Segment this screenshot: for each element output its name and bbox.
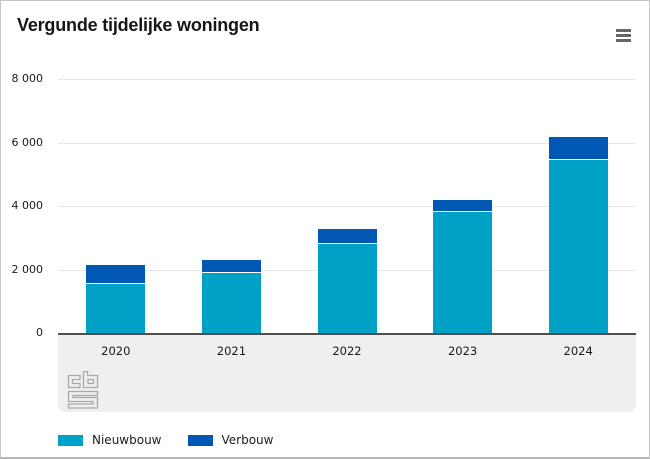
legend-item-verbouw[interactable]: Verbouw	[187, 433, 274, 447]
x-axis-band: 2020 2021 2022 2023 2024	[58, 333, 636, 412]
bar-2024[interactable]	[548, 137, 608, 333]
bar-segment-verbouw-2021[interactable]	[201, 259, 261, 274]
chart-menu-button[interactable]	[615, 27, 633, 43]
x-axis-label-2024: 2024	[563, 344, 593, 358]
y-axis-tick-label: 2 000	[11, 262, 44, 276]
bar-segment-verbouw-2022[interactable]	[317, 229, 377, 245]
bar-segment-nieuwbouw-2022[interactable]	[317, 244, 377, 333]
y-axis-tick-label: 8 000	[11, 72, 44, 85]
x-axis-label-2023: 2023	[447, 344, 478, 358]
bar-2022[interactable]	[317, 229, 377, 333]
bar-segment-nieuwbouw-2024[interactable]	[548, 159, 608, 333]
legend-label: Verbouw	[221, 433, 274, 447]
chart-title: Vergunde tijdelijke woningen	[17, 15, 260, 35]
y-axis-tick-label: 6 000	[11, 135, 44, 149]
x-axis-label-2020: 2020	[101, 344, 131, 358]
legend-item-nieuwbouw[interactable]: Nieuwbouw	[58, 433, 162, 447]
bar-2021[interactable]	[201, 259, 261, 333]
bar-2020[interactable]	[86, 264, 146, 333]
y-axis-tick-label: 4 000	[11, 199, 44, 212]
bar-segment-verbouw-2024[interactable]	[548, 137, 608, 160]
gridline	[58, 79, 636, 80]
hamburger-menu-icon	[616, 28, 632, 42]
bar-segment-nieuwbouw-2021[interactable]	[201, 273, 261, 333]
gridline	[58, 206, 636, 207]
plot-area	[58, 79, 636, 333]
bar-segment-nieuwbouw-2020[interactable]	[86, 283, 146, 333]
legend-swatch-nieuwbouw	[58, 434, 83, 446]
x-axis-label-2022: 2022	[332, 344, 362, 358]
gridline	[58, 142, 636, 144]
y-axis-tick-label: 0	[36, 326, 43, 339]
bar-segment-verbouw-2023[interactable]	[433, 199, 493, 213]
cbs-logo	[67, 371, 99, 409]
legend: Nieuwbouw Verbouw	[58, 433, 273, 447]
bar-segment-nieuwbouw-2023[interactable]	[433, 212, 493, 333]
legend-label: Nieuwbouw	[92, 433, 162, 447]
bar-2023[interactable]	[433, 199, 493, 333]
bar-segment-verbouw-2020[interactable]	[86, 264, 146, 284]
legend-swatch-verbouw	[187, 434, 213, 446]
x-axis-label-2021: 2021	[216, 344, 247, 358]
